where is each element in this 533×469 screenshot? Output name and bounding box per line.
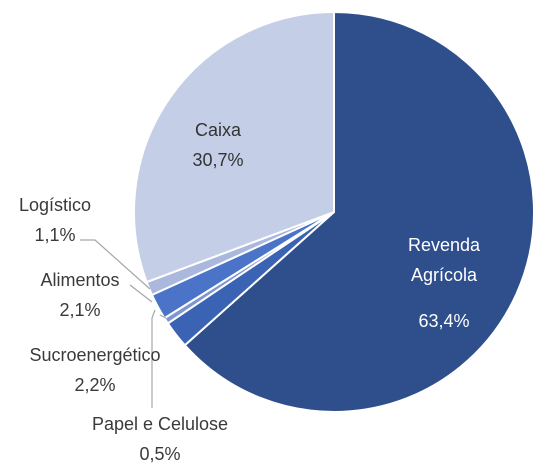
- value-label: 30,7%: [192, 150, 244, 170]
- pie-slice: [183, 10, 533, 413]
- leader-line: [151, 309, 156, 408]
- value-label: 2,1%: [59, 300, 101, 320]
- slice-label: Sucroenergético: [29, 345, 161, 365]
- leader-line: [159, 314, 167, 319]
- slice-label: Caixa: [194, 120, 242, 140]
- value-label: 1,1%: [34, 225, 76, 245]
- slice-label: Papel e Celulose: [91, 414, 229, 434]
- leader-line: [129, 284, 153, 303]
- slice-label: Alimentos: [40, 270, 120, 290]
- value-label: 63,4%: [418, 311, 470, 331]
- slice-label: Logístico: [18, 195, 92, 215]
- pie-slice: [133, 10, 335, 284]
- value-label: 2,2%: [74, 375, 116, 395]
- value-label: 0,5%: [139, 444, 181, 464]
- slice-label: Revenda Agrícola: [407, 235, 481, 285]
- leader-line: [80, 239, 151, 290]
